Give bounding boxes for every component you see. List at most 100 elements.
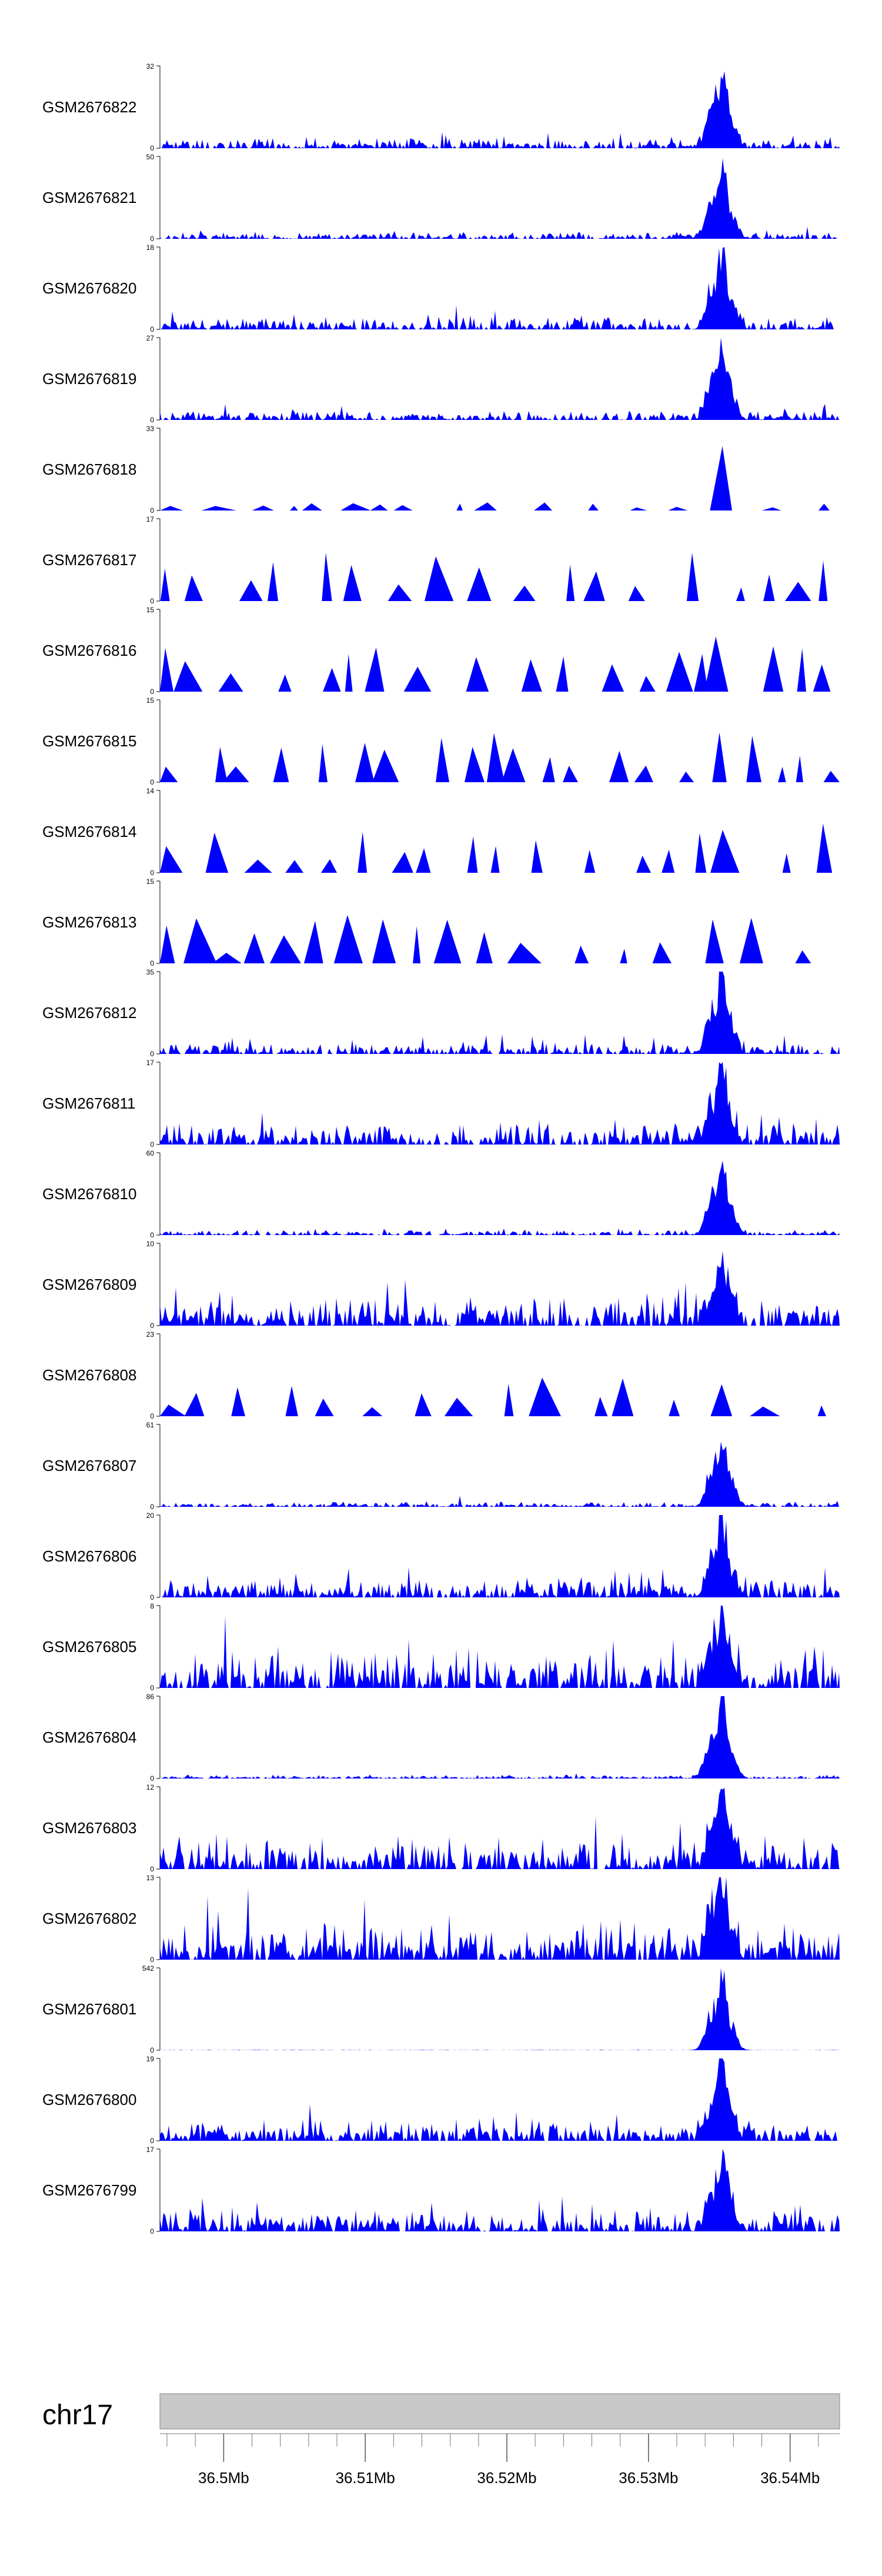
chromosome-ideogram (159, 2393, 840, 2430)
y-min-label: 0 (150, 688, 154, 696)
ideogram-axis: chr17 36.5Mb 36.51Mb 36.52Mb 36.53Mb 36.54Mb (42, 2393, 840, 2487)
coverage-area (160, 972, 840, 1054)
y-max-label: 19 (146, 2055, 155, 2063)
track-GSM2676803: GSM2676803 12 0 (42, 1783, 840, 1873)
coverage-area (160, 446, 840, 510)
coverage-area (160, 71, 840, 148)
y-min-label: 0 (150, 325, 154, 333)
track-label: GSM2676799 (42, 2181, 136, 2199)
y-max-label: 18 (146, 243, 155, 252)
track-GSM2676802: GSM2676802 13 0 (42, 1874, 840, 1964)
track-GSM2676822: GSM2676822 32 0 (42, 62, 840, 152)
y-max-label: 12 (146, 1783, 155, 1791)
y-min-label: 0 (150, 1503, 154, 1511)
coverage-area (160, 915, 840, 963)
track-GSM2676821: GSM2676821 50 0 (42, 153, 840, 243)
track-GSM2676818: GSM2676818 33 0 (42, 425, 840, 515)
y-min-label: 0 (150, 2046, 154, 2054)
track-label: GSM2676805 (42, 1638, 136, 1656)
track-label: GSM2676821 (42, 189, 136, 206)
coverage-area (160, 1515, 840, 1597)
track-label: GSM2676802 (42, 1910, 136, 1927)
track-label: GSM2676808 (42, 1366, 136, 1384)
y-max-label: 23 (146, 1330, 155, 1339)
track-label: GSM2676803 (42, 1819, 136, 1837)
track-label: GSM2676800 (42, 2091, 136, 2108)
track-label: GSM2676809 (42, 1276, 136, 1293)
y-min-label: 0 (150, 416, 154, 424)
y-min-label: 0 (150, 959, 154, 967)
track-label: GSM2676813 (42, 913, 136, 931)
coverage-area (160, 158, 840, 239)
y-max-label: 61 (146, 1421, 155, 1429)
coverage-area (160, 247, 840, 329)
coverage-area (160, 1606, 840, 1688)
track-GSM2676800: GSM2676800 19 0 (42, 2055, 840, 2145)
y-max-label: 542 (142, 1964, 154, 1973)
y-min-label: 0 (150, 869, 154, 877)
y-max-label: 8 (150, 1602, 154, 1610)
track-label: GSM2676819 (42, 370, 136, 388)
track-label: GSM2676812 (42, 1004, 136, 1022)
track-label: GSM2676816 (42, 642, 136, 659)
track-GSM2676815: GSM2676815 15 0 (42, 696, 840, 786)
track-GSM2676805: GSM2676805 8 0 (42, 1602, 840, 1692)
coverage-area (160, 1968, 840, 2050)
y-max-label: 60 (146, 1149, 155, 1157)
coverage-area (160, 636, 840, 692)
track-GSM2676808: GSM2676808 23 0 (42, 1330, 840, 1420)
coverage-area (160, 1696, 840, 1778)
track-label: GSM2676814 (42, 823, 136, 840)
track-GSM2676811: GSM2676811 17 0 (42, 1059, 840, 1149)
y-min-label: 0 (150, 144, 154, 152)
y-min-label: 0 (150, 2137, 154, 2145)
y-min-label: 0 (150, 1322, 154, 1330)
y-max-label: 86 (146, 1693, 155, 1701)
coverage-area (160, 1377, 840, 1416)
y-max-label: 17 (146, 2145, 155, 2154)
x-tick-label: 36.5Mb (198, 2469, 249, 2487)
y-max-label: 35 (146, 968, 155, 976)
y-max-label: 14 (146, 787, 155, 795)
coverage-area (160, 1062, 840, 1144)
coverage-area (160, 552, 840, 601)
y-min-label: 0 (150, 778, 154, 786)
track-GSM2676816: GSM2676816 15 0 (42, 606, 840, 696)
y-min-label: 0 (150, 235, 154, 243)
track-label: GSM2676807 (42, 1457, 136, 1474)
y-min-label: 0 (150, 1140, 154, 1149)
y-min-label: 0 (150, 506, 154, 515)
y-min-label: 0 (150, 1050, 154, 1058)
coverage-area (160, 1160, 840, 1235)
y-max-label: 33 (146, 425, 155, 433)
coverage-area (160, 823, 840, 873)
x-tick-label: 36.51Mb (336, 2469, 395, 2487)
coverage-area (160, 1442, 840, 1507)
track-GSM2676801: GSM2676801 542 0 (42, 1964, 840, 2054)
coverage-area (160, 1787, 840, 1869)
y-max-label: 32 (146, 62, 155, 71)
y-max-label: 27 (146, 334, 155, 342)
y-min-label: 0 (150, 1231, 154, 1239)
track-GSM2676799: GSM2676799 17 0 (42, 2145, 840, 2235)
track-GSM2676806: GSM2676806 20 0 (42, 1511, 840, 1601)
track-label: GSM2676815 (42, 732, 136, 750)
y-min-label: 0 (150, 597, 154, 605)
track-label: GSM2676811 (42, 1095, 136, 1112)
y-min-label: 0 (150, 1956, 154, 1964)
y-min-label: 0 (150, 1684, 154, 1692)
coverage-area (160, 1877, 840, 1960)
y-max-label: 15 (146, 606, 155, 614)
y-min-label: 0 (150, 2227, 154, 2235)
track-GSM2676804: GSM2676804 86 0 (42, 1693, 840, 1783)
track-GSM2676810: GSM2676810 60 0 (42, 1149, 840, 1239)
track-GSM2676813: GSM2676813 15 0 (42, 877, 840, 967)
y-max-label: 50 (146, 153, 155, 161)
y-min-label: 0 (150, 1412, 154, 1420)
chromosome-label: chr17 (42, 2400, 113, 2431)
y-max-label: 15 (146, 877, 155, 886)
track-GSM2676812: GSM2676812 35 0 (42, 968, 840, 1058)
track-label: GSM2676820 (42, 279, 136, 297)
coverage-area (160, 2149, 840, 2231)
track-GSM2676809: GSM2676809 10 0 (42, 1240, 840, 1330)
